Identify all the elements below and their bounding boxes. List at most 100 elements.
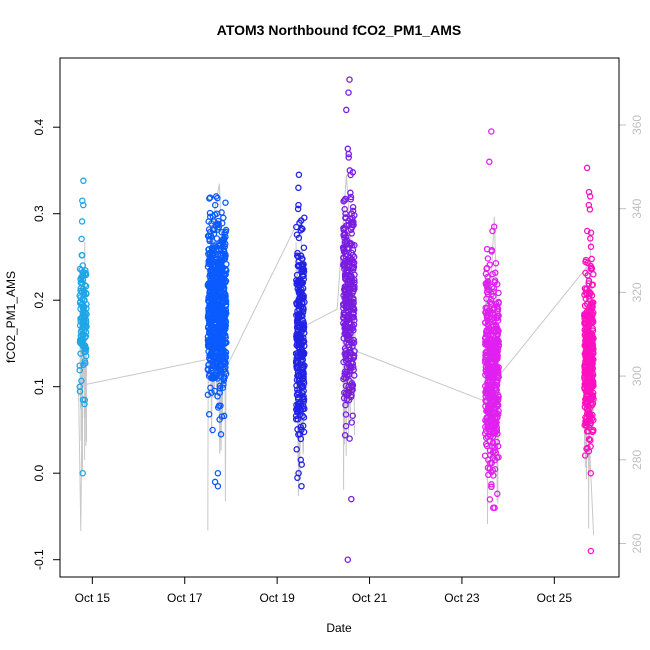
data-point [82, 267, 89, 274]
data-point [213, 336, 221, 344]
data-point [484, 312, 492, 320]
data-point [585, 447, 593, 455]
data-point [589, 369, 596, 377]
data-point [583, 164, 591, 172]
data-point [483, 327, 491, 334]
data-point [585, 277, 593, 285]
data-point [300, 396, 308, 403]
data-point [342, 275, 349, 283]
data-point [488, 128, 495, 135]
data-point [589, 382, 597, 390]
data-point [208, 374, 216, 382]
data-point [485, 280, 492, 287]
data-point [294, 249, 301, 257]
data-point [345, 332, 352, 339]
data-point [220, 375, 228, 382]
data-point [587, 265, 595, 273]
data-point [590, 271, 597, 278]
data-point [80, 201, 87, 209]
data-point [217, 287, 225, 295]
data-point [351, 271, 358, 279]
data-point [347, 240, 355, 248]
x-tick-label: Oct 21 [352, 591, 388, 605]
data-point [300, 373, 307, 380]
data-point [350, 339, 358, 346]
data-point [294, 406, 302, 413]
data-point [216, 257, 224, 264]
data-point [491, 421, 499, 429]
data-point [80, 177, 87, 185]
data-point [488, 483, 495, 491]
data-point [342, 422, 350, 430]
x-axis-label: Date [326, 621, 352, 635]
data-point [77, 287, 84, 294]
y2-tick-label: 300 [630, 366, 644, 386]
data-point [584, 351, 592, 358]
data-point [216, 382, 224, 390]
data-point [588, 255, 595, 263]
data-point [300, 305, 307, 313]
data-point [80, 307, 88, 314]
data-point [343, 304, 350, 311]
data-point [343, 369, 350, 376]
data-point [78, 218, 86, 225]
data-point [205, 246, 213, 253]
data-point [344, 145, 352, 153]
data-point [209, 226, 217, 234]
data-point [80, 313, 87, 321]
data-point [220, 247, 227, 254]
data-point [208, 389, 215, 396]
chart-title: ATOM3 Northbound fCO2_PM1_AMS [217, 22, 462, 38]
data-point [488, 246, 496, 254]
data-point [342, 390, 350, 397]
data-point [208, 251, 216, 258]
data-point [212, 328, 220, 335]
data-point [493, 350, 501, 358]
data-point [590, 395, 597, 403]
data-point [295, 184, 302, 192]
y-tick-label: 0.1 [32, 378, 46, 395]
data-point [341, 374, 348, 381]
data-point [589, 299, 597, 306]
data-point [293, 382, 300, 389]
data-point [213, 220, 221, 227]
data-point [482, 356, 489, 364]
data-point [300, 268, 308, 276]
x-tick-label: Oct 25 [537, 591, 573, 605]
data-point [488, 468, 495, 476]
data-point [484, 408, 492, 415]
data-point [300, 414, 308, 421]
data-point [295, 314, 303, 322]
data-point [587, 547, 595, 555]
data-point [589, 325, 596, 332]
data-point [582, 269, 589, 277]
data-point [294, 389, 302, 396]
data-point [489, 378, 496, 385]
data-point [347, 292, 354, 300]
data-point [582, 320, 589, 328]
data-point [483, 348, 491, 355]
data-point [221, 296, 229, 304]
data-point [584, 444, 591, 452]
data-point [295, 361, 302, 369]
data-point [298, 353, 306, 361]
data-point [589, 428, 597, 435]
data-point [582, 343, 589, 351]
data-point [582, 256, 590, 264]
data-point [79, 396, 87, 403]
data-point [220, 337, 227, 345]
data-point [221, 360, 229, 367]
data-point [208, 350, 215, 357]
data-point [349, 381, 357, 389]
data-point [585, 424, 593, 431]
data-point [350, 352, 358, 359]
data-point [346, 276, 353, 283]
data-point [348, 230, 355, 237]
data-point [345, 154, 352, 161]
data-point [79, 262, 87, 269]
data-point [345, 298, 352, 306]
data-point [211, 244, 218, 252]
data-point [213, 320, 220, 327]
y-tick-label: 0.0 [32, 465, 46, 482]
